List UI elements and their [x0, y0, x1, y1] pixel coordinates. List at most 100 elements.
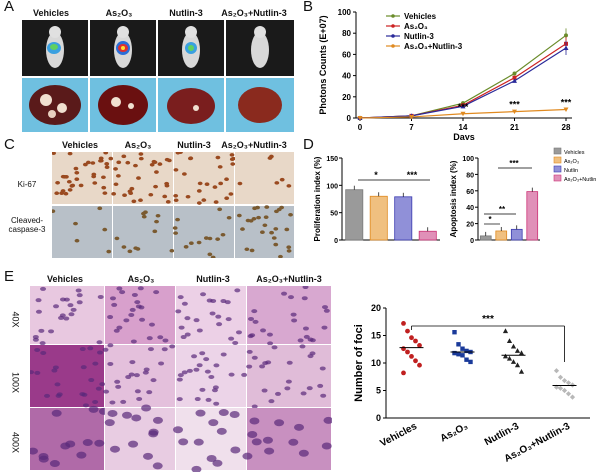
histology-nucleus [53, 304, 60, 309]
histology-background [247, 345, 331, 407]
histology-nucleus [251, 404, 258, 409]
ihc-background [174, 206, 234, 258]
ihc-nucleus [273, 242, 279, 247]
histology-nucleus [319, 366, 326, 371]
e-point [510, 343, 517, 349]
panel-c-header-combo: As₂O₃+Nutlin-3 [221, 140, 287, 150]
b-point [460, 103, 466, 109]
d1-y-tick-label: 150 [326, 156, 338, 163]
d2-y-tick-label: 0 [470, 238, 474, 245]
ihc-nucleus [113, 182, 119, 187]
histology-nucleus [285, 379, 292, 384]
ihc-nucleus [173, 168, 179, 172]
histology-nucleus [146, 390, 153, 395]
histology-nucleus [79, 392, 86, 397]
ihc-nucleus [262, 223, 268, 228]
histology-nucleus [32, 337, 39, 342]
ihc-nucleus [169, 248, 175, 253]
ihc-nucleus [218, 181, 224, 186]
ihc-nucleus [224, 177, 229, 182]
d-legend-swatch [553, 156, 562, 164]
ihc-nucleus [224, 196, 230, 200]
ihc-nucleus [204, 182, 210, 186]
e-point [452, 350, 457, 356]
histology-nucleus [82, 403, 89, 408]
histology-nucleus [51, 368, 58, 373]
d2-y-tick-label: 80 [466, 172, 474, 179]
ihc-nucleus [217, 207, 223, 212]
e-point [401, 321, 406, 326]
ihc-background [174, 152, 234, 204]
b-legend-marker [391, 34, 395, 38]
ihc-image [113, 206, 175, 258]
panel-c-images [52, 152, 294, 258]
histology-nucleus [152, 416, 163, 424]
histology-nucleus [322, 305, 329, 310]
ihc-nucleus [196, 240, 202, 245]
histology-nucleus [109, 296, 116, 301]
ihc-nucleus [133, 163, 138, 168]
e-point [413, 358, 418, 364]
ihc-nucleus [138, 152, 144, 156]
b-y-tick-label: 60 [342, 50, 351, 59]
chart-e-scatter: 0 5 10 15 20 Number of foci Vehicles As₂O₃ Nutli… [353, 303, 590, 465]
histology-nucleus [261, 388, 268, 393]
histology-nucleus [220, 352, 227, 357]
histology-nucleus [246, 349, 253, 354]
ihc-nucleus [90, 161, 96, 165]
histology-nucleus [204, 369, 211, 374]
histology-nucleus [114, 379, 121, 384]
ihc-nucleus [229, 153, 235, 157]
histology-nucleus [134, 300, 141, 305]
d1-y-tick-label: 50 [330, 211, 338, 218]
b-y-tick-label: 100 [338, 8, 352, 17]
ihc-nucleus [181, 172, 187, 176]
histology-nucleus [38, 453, 49, 461]
b-x-tick-label: 14 [459, 123, 468, 132]
histology-nucleus [161, 347, 168, 352]
histology-nucleus [88, 378, 95, 383]
ihc-nucleus [183, 245, 189, 249]
histology-nucleus [107, 315, 114, 320]
histology-nucleus [125, 375, 132, 380]
histology-nucleus [199, 387, 206, 392]
panel-label-b: B [303, 0, 314, 15]
d-legend-swatch [553, 165, 562, 173]
histology-image [30, 345, 106, 408]
e-y-tick-label: 20 [371, 303, 381, 313]
d-legend-swatch [553, 174, 562, 182]
histology-nucleus [242, 452, 253, 460]
histology-nucleus [264, 447, 275, 455]
b-legend-marker [391, 14, 395, 18]
histology-nucleus [213, 363, 220, 368]
histology-nucleus [143, 452, 154, 460]
e-point [413, 338, 418, 344]
histology-nucleus [102, 347, 109, 352]
ihc-image [52, 152, 114, 204]
histology-nucleus [281, 291, 288, 296]
panel-e-row-100x: 100X [10, 371, 21, 394]
histology-nucleus [109, 400, 116, 405]
e-point [565, 380, 572, 386]
ihc-nucleus [237, 181, 243, 186]
histology-nucleus [162, 338, 169, 343]
ihc-nucleus [138, 198, 143, 203]
histology-nucleus [193, 438, 204, 446]
ihc-nucleus [66, 179, 72, 184]
e-point [409, 354, 414, 359]
histology-image [30, 405, 109, 470]
histology-nucleus [134, 389, 141, 394]
histology-nucleus [307, 354, 314, 359]
histology-nucleus [158, 361, 165, 366]
histology-nucleus [303, 334, 310, 339]
e-point [460, 346, 465, 351]
histology-nucleus [143, 367, 150, 372]
histology-nucleus [274, 419, 285, 427]
histology-nucleus [96, 340, 103, 345]
histology-nucleus [196, 363, 203, 368]
histology-nucleus [35, 309, 42, 314]
ihc-nucleus [131, 199, 137, 204]
histology-nucleus [251, 438, 262, 446]
histology-nucleus [103, 389, 110, 394]
ihc-nucleus [172, 226, 178, 230]
